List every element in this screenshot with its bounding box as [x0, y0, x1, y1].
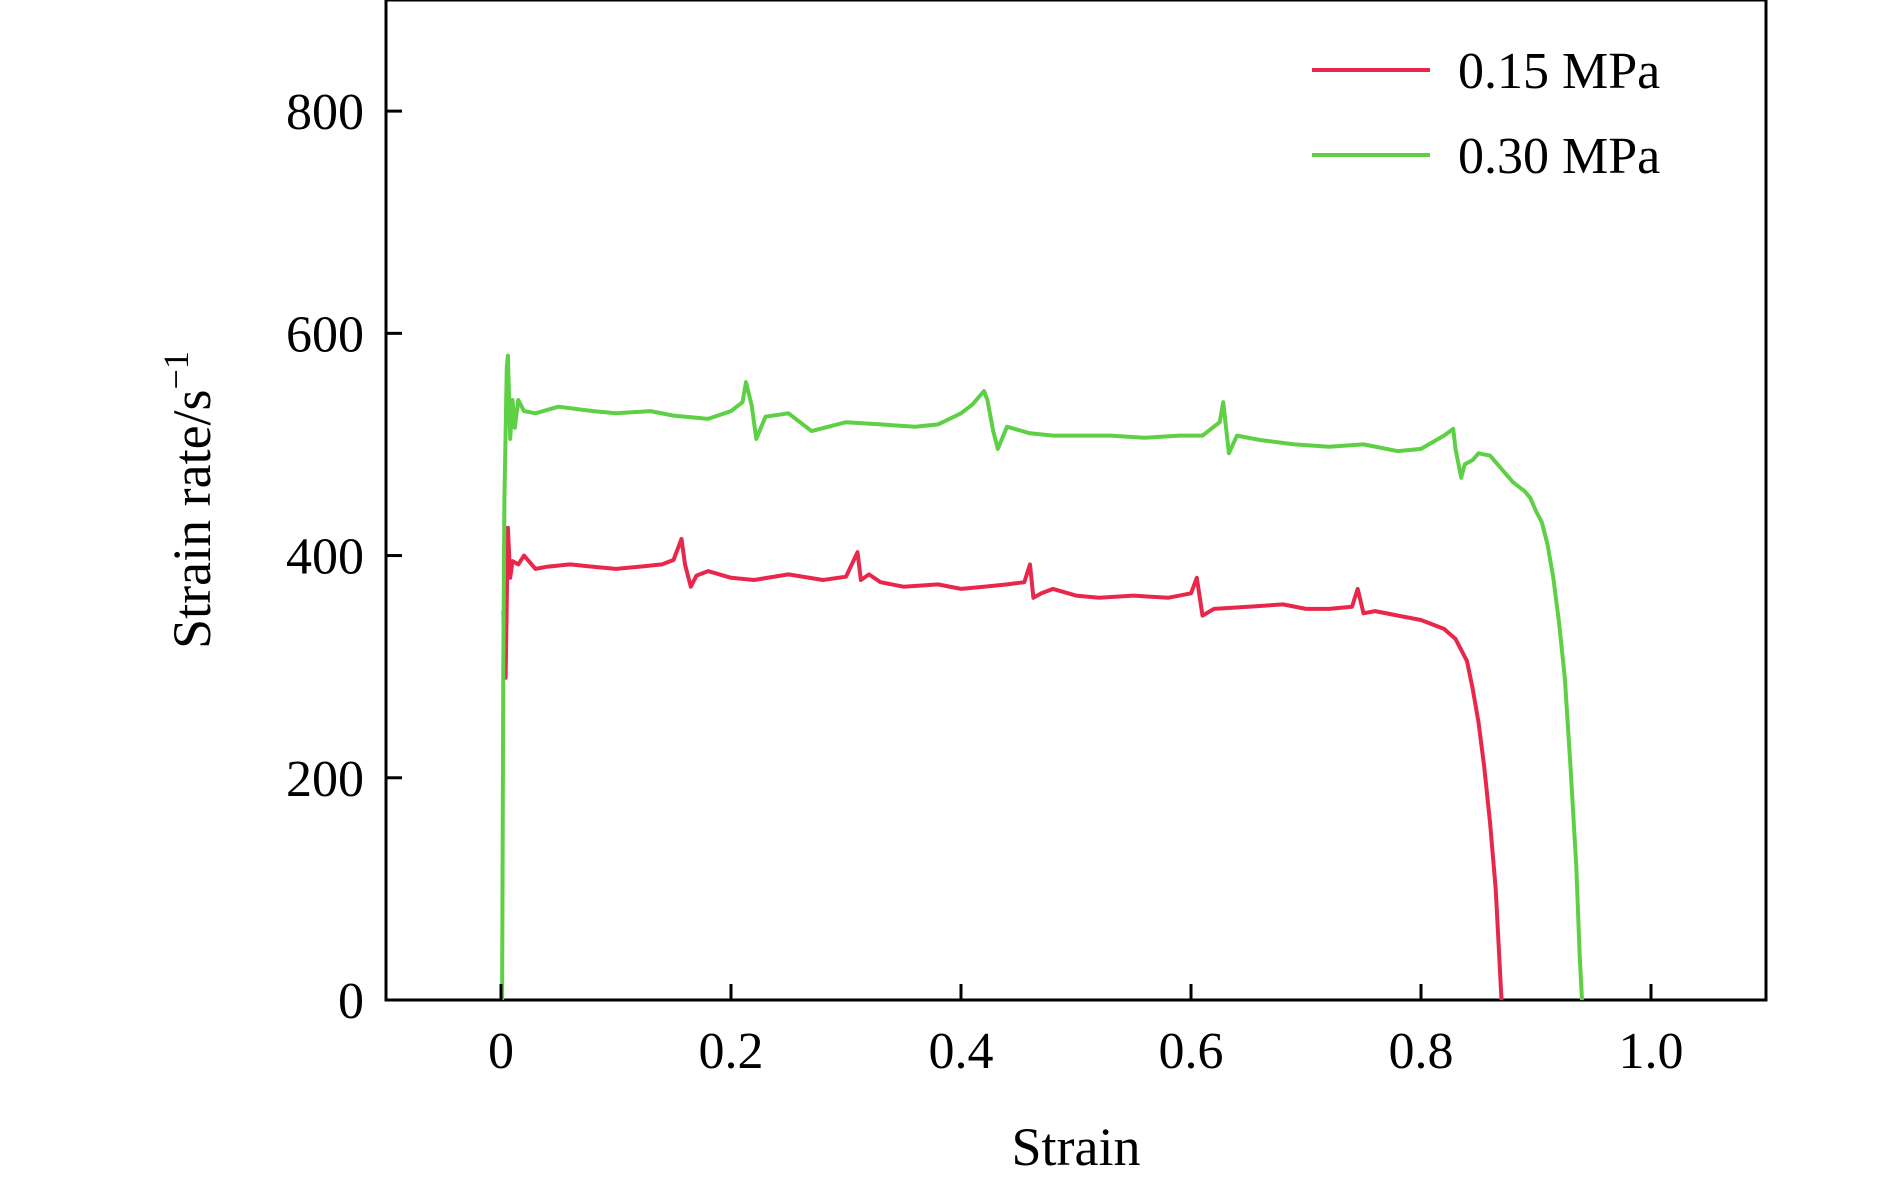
x-axis-title: Strain: [1012, 1117, 1141, 1177]
legend: 0.15 MPa 0.30 MPa: [1312, 43, 1660, 185]
series-line-0-15-mpa: [501, 525, 1504, 1001]
x-tick-label: 0.2: [699, 1023, 764, 1080]
y-tick-label: 800: [286, 84, 364, 141]
y-tick-label: 200: [286, 751, 364, 808]
x-tick-label: 0.8: [1389, 1023, 1454, 1080]
plot-frame: [384, 0, 1768, 1002]
x-tick-label: 0: [488, 1023, 514, 1080]
y-tick-label: 600: [286, 306, 364, 363]
y-tick-label: 0: [338, 973, 364, 1030]
x-tick-label: 0.6: [1159, 1023, 1224, 1080]
x-tick-label: 1.0: [1619, 1023, 1684, 1080]
y-axis-title-superscript: −1: [156, 351, 196, 389]
x-axis-ticks: 0 0.2 0.4 0.6 0.8 1.0: [488, 984, 1684, 1080]
series-layer: [500, 353, 1584, 1001]
y-tick-label: 400: [286, 529, 364, 586]
series-line-0-30-mpa: [500, 353, 1584, 1001]
y-axis-title-text: Strain rate/s: [162, 389, 222, 648]
x-tick-label: 0.4: [929, 1023, 994, 1080]
y-axis-title: Strain rate/s−1: [156, 351, 222, 649]
legend-label-0-30-mpa: 0.30 MPa: [1458, 128, 1660, 185]
y-axis-ticks: 0 200 400 600 800: [286, 84, 402, 1030]
legend-label-0-15-mpa: 0.15 MPa: [1458, 43, 1660, 100]
